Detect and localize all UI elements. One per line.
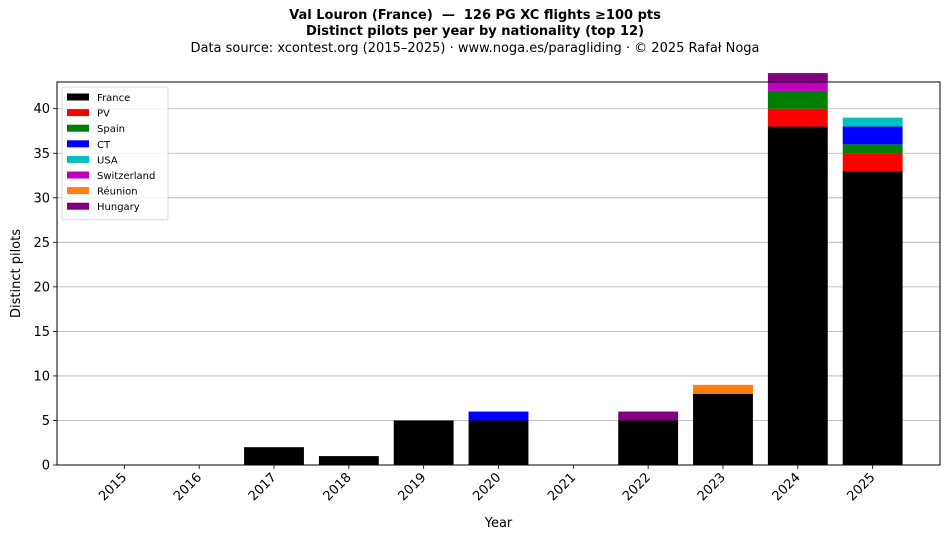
chart-source-note: Data source: xcontest.org (2015–2025) · … — [190, 41, 760, 56]
x-tick-label: 2022 — [620, 470, 654, 504]
bar-segment — [767, 82, 828, 91]
x-tick-label: 2019 — [395, 470, 429, 504]
x-tick-label: 2023 — [695, 470, 729, 504]
bar-segment — [767, 90, 828, 109]
legend-swatch — [67, 202, 89, 210]
bar-segment — [468, 411, 529, 421]
legend-label: Hungary — [97, 202, 140, 213]
legend-swatch — [67, 109, 89, 117]
legend: France PV Spain CT USA Switzerland Réunion Hung… — [61, 86, 169, 221]
legend-label: Réunion — [97, 186, 138, 198]
x-tick-label: 2021 — [545, 470, 579, 504]
bar-segment — [842, 144, 903, 154]
bar-segment — [693, 384, 753, 394]
y-tick-label: 0 — [42, 459, 50, 474]
bars — [244, 73, 903, 465]
y-tick-label: 5 — [42, 414, 50, 429]
legend-swatch — [67, 140, 89, 148]
bar-segment — [842, 171, 903, 465]
y-tick-label: 20 — [33, 280, 50, 295]
x-tick-label: 2018 — [321, 470, 355, 504]
legend-label: PV — [97, 109, 110, 120]
y-axis-label: Distinct pilots — [9, 229, 24, 318]
legend-label: Switzerland — [97, 171, 155, 182]
legend-label: France — [97, 93, 130, 104]
bar-segment — [618, 411, 679, 421]
legend-swatch — [67, 171, 89, 179]
y-tick-label: 40 — [33, 102, 50, 117]
legend-box — [61, 86, 169, 221]
y-tick-label: 15 — [33, 325, 50, 340]
y-tick-label: 30 — [33, 191, 50, 206]
legend-swatch — [67, 124, 89, 132]
chart-title-block: Val Louron (France) — 126 PG XC flights … — [0, 8, 950, 57]
x-tick-label: 2015 — [96, 470, 130, 504]
y-tick-label: 25 — [33, 236, 50, 251]
bar-segment — [468, 420, 529, 465]
legend-swatch — [67, 155, 89, 163]
bar-segment — [244, 447, 304, 465]
x-axis-label: Year — [484, 516, 513, 531]
bar-segment — [318, 456, 379, 465]
bar-segment — [842, 117, 903, 127]
legend-swatch — [67, 93, 89, 101]
bar-segment — [767, 108, 828, 127]
legend-label: CT — [97, 140, 111, 151]
x-tick-label: 2017 — [246, 470, 280, 504]
chart-subtitle: Distinct pilots per year by nationality … — [305, 24, 645, 39]
legend-swatch — [67, 187, 89, 195]
x-tick-label: 2016 — [171, 470, 205, 504]
y-tick-label: 35 — [33, 147, 50, 162]
legend-label: USA — [97, 155, 118, 166]
legend-label: Spain — [97, 124, 125, 135]
x-tick-label: 2020 — [470, 470, 504, 504]
x-tick-label: 2024 — [770, 470, 804, 504]
x-tick-label: 2025 — [844, 470, 878, 504]
bar-segment — [842, 153, 903, 172]
bar-segment — [693, 393, 753, 465]
bar-segment — [767, 126, 828, 465]
chart-title: Val Louron (France) — 126 PG XC flights … — [289, 8, 661, 23]
bar-segment — [842, 126, 903, 145]
bar-segment — [767, 73, 828, 82]
bar-segment — [618, 420, 679, 465]
y-tick-label: 10 — [33, 369, 50, 384]
bar-segment — [393, 420, 454, 465]
